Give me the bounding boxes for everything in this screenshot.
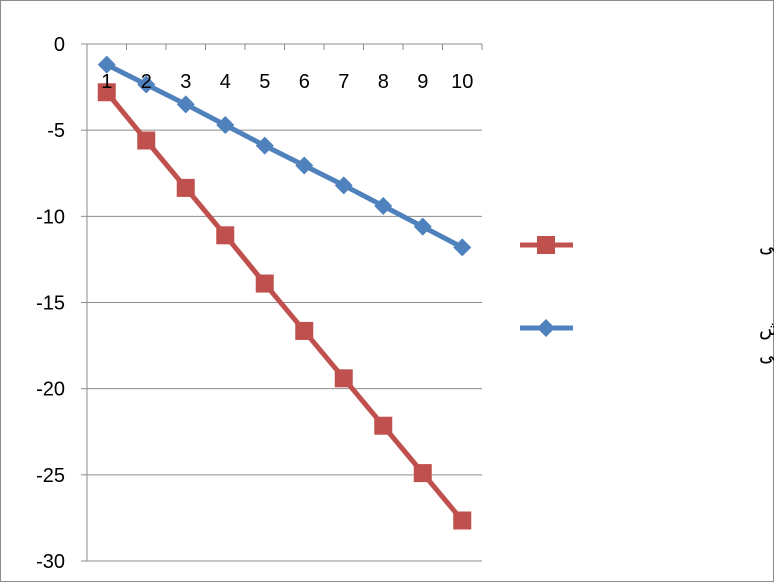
axes — [81, 43, 483, 562]
x-tick-label: 2 — [141, 71, 152, 93]
data-point-square — [374, 416, 393, 435]
data-point-square — [334, 369, 353, 388]
x-tick-label: 8 — [378, 71, 389, 93]
data-point-square — [137, 131, 156, 150]
legend: تقاضای بخش دولتی تقاضای خانوار بخش خصوصی — [520, 235, 774, 366]
x-tick-label: 6 — [299, 71, 310, 93]
series-lines — [97, 55, 472, 530]
x-tick-label: 9 — [417, 71, 428, 93]
series-line — [104, 90, 465, 523]
data-point-square — [413, 464, 432, 483]
data-point-square — [176, 178, 195, 197]
data-point-square — [295, 321, 314, 340]
x-tick-label: 7 — [338, 71, 349, 93]
x-tick-label: 1 — [101, 71, 112, 93]
data-point-diamond — [137, 75, 156, 94]
data-point-diamond — [176, 95, 195, 114]
y-tick-label: -15 — [36, 293, 65, 315]
series-line — [105, 62, 464, 250]
legend-entry: تقاضای بخش دولتی — [520, 235, 774, 257]
legend-label: خصوصی — [759, 344, 774, 366]
data-point-diamond — [295, 156, 314, 175]
tick-labels: 0 -5 -10 -15 -20 -25 -30 1 2 3 4 5 6 7 8 9 10 — [36, 34, 473, 573]
data-point-square — [255, 274, 274, 293]
data-point-diamond — [413, 217, 432, 236]
data-point-square — [537, 236, 555, 254]
y-tick-label: -30 — [36, 551, 65, 573]
x-tick-label: 10 — [451, 71, 473, 93]
data-point-diamond — [216, 115, 235, 134]
data-point-square — [97, 83, 116, 102]
legend-entry: تقاضای خانوار بخش خصوصی — [520, 318, 774, 366]
data-point-diamond — [453, 238, 472, 257]
data-point-diamond — [255, 136, 274, 155]
y-tick-label: -20 — [36, 379, 65, 401]
y-tick-label: -25 — [36, 465, 65, 487]
x-tick-label: 3 — [180, 71, 191, 93]
gridlines — [87, 129, 482, 562]
data-point-diamond — [537, 319, 555, 337]
legend-label: تقاضای خانوار بخش — [759, 318, 774, 340]
data-point-square — [216, 226, 235, 245]
x-tick-label: 4 — [220, 71, 231, 93]
x-tick-label: 5 — [259, 71, 270, 93]
y-tick-label: -10 — [36, 206, 65, 228]
data-point-square — [453, 511, 472, 530]
data-point-diamond — [334, 176, 353, 195]
data-point-diamond — [374, 196, 393, 215]
data-point-diamond — [97, 55, 116, 74]
legend-label: تقاضای بخش دولتی — [759, 235, 774, 257]
y-tick-label: 0 — [54, 34, 65, 56]
y-tick-label: -5 — [47, 120, 65, 142]
